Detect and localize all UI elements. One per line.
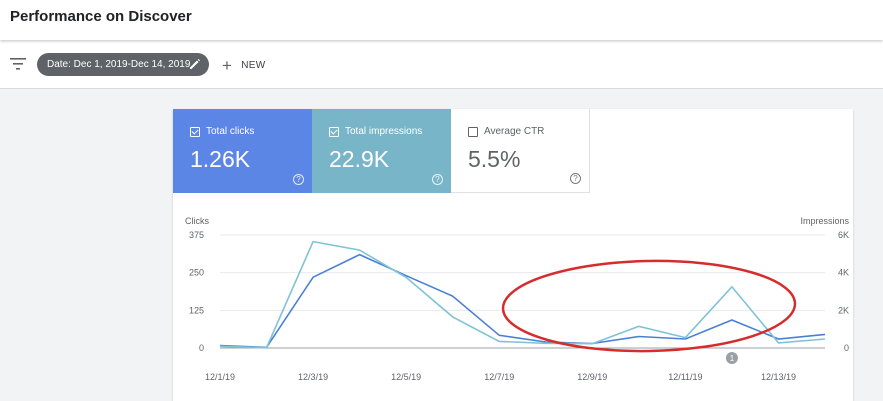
- help-icon[interactable]: ?: [570, 173, 581, 184]
- y-tick-label-left: 250: [189, 268, 204, 278]
- help-icon[interactable]: ?: [432, 174, 443, 185]
- metric-value: 1.26K: [190, 146, 251, 172]
- metric-value: 22.9K: [329, 146, 390, 172]
- metric-label: Total clicks: [206, 126, 255, 137]
- metric-tile-total-clicks[interactable]: Total clicks 1.26K ?: [173, 109, 312, 193]
- x-tick-label: 12/7/19: [484, 372, 514, 382]
- filter-bar: Date: Dec 1, 2019-Dec 14, 2019 + NEW: [0, 40, 883, 89]
- performance-card: Total clicks 1.26K ? Total impressions 2…: [173, 109, 853, 401]
- checkbox-icon[interactable]: [329, 126, 339, 137]
- y-tick-label-right: 4K: [838, 268, 849, 278]
- x-tick-label: 12/3/19: [298, 372, 328, 382]
- filter-icon[interactable]: [10, 57, 26, 71]
- metric-label-row: Total impressions: [329, 126, 451, 137]
- highlight-ellipse: [501, 259, 797, 353]
- page-title: Performance on Discover: [10, 8, 192, 25]
- metric-value: 5.5%: [468, 146, 521, 172]
- checkbox-icon[interactable]: [190, 126, 200, 137]
- checkbox-icon[interactable]: [468, 126, 478, 137]
- y-tick-label-left: 375: [189, 230, 204, 240]
- y-axis-label-left: Clicks: [185, 216, 209, 226]
- metric-tile-average-ctr[interactable]: Average CTR 5.5% ?: [451, 109, 590, 193]
- metric-label-row: Total clicks: [190, 126, 312, 137]
- y-axis-label-right: Impressions: [800, 216, 849, 226]
- annotation-marker: [725, 352, 738, 364]
- y-tick-label-right: 6K: [838, 230, 849, 240]
- y-tick-label-left: 0: [199, 343, 204, 353]
- series-line-clicks: [219, 253, 826, 349]
- x-tick-label: 12/11/19: [668, 372, 702, 382]
- help-icon[interactable]: ?: [293, 174, 304, 185]
- x-tick-label: 12/5/19: [391, 372, 421, 382]
- new-filter-button[interactable]: + NEW: [222, 54, 265, 76]
- new-filter-label: NEW: [241, 59, 266, 71]
- page-header: Performance on Discover: [0, 0, 883, 40]
- plus-icon: +: [222, 55, 233, 75]
- metric-tile-total-impressions[interactable]: Total impressions 22.9K ?: [312, 109, 451, 193]
- performance-chart: 0 125 250 375 0 2K 4K 6K Clicks Impressions 12/1/1…: [185, 216, 850, 382]
- metric-label: Total impressions: [345, 126, 423, 137]
- metric-label: Average CTR: [484, 126, 545, 137]
- x-tick-label: 12/1/19: [205, 372, 235, 382]
- y-tick-label-right: 0: [844, 343, 849, 353]
- y-tick-label-right: 2K: [838, 305, 849, 315]
- metric-label-row: Average CTR: [468, 126, 589, 137]
- date-filter-chip[interactable]: Date: Dec 1, 2019-Dec 14, 2019: [37, 53, 209, 76]
- x-tick-label: 12/9/19: [577, 372, 607, 382]
- x-tick-label: 12/13/19: [761, 372, 796, 382]
- annotation-label: 1: [730, 354, 735, 363]
- y-tick-label-left: 125: [189, 305, 204, 315]
- series-line-impressions: [219, 240, 826, 349]
- pencil-icon[interactable]: [189, 58, 201, 70]
- date-filter-label: Date: Dec 1, 2019-Dec 14, 2019: [47, 59, 191, 70]
